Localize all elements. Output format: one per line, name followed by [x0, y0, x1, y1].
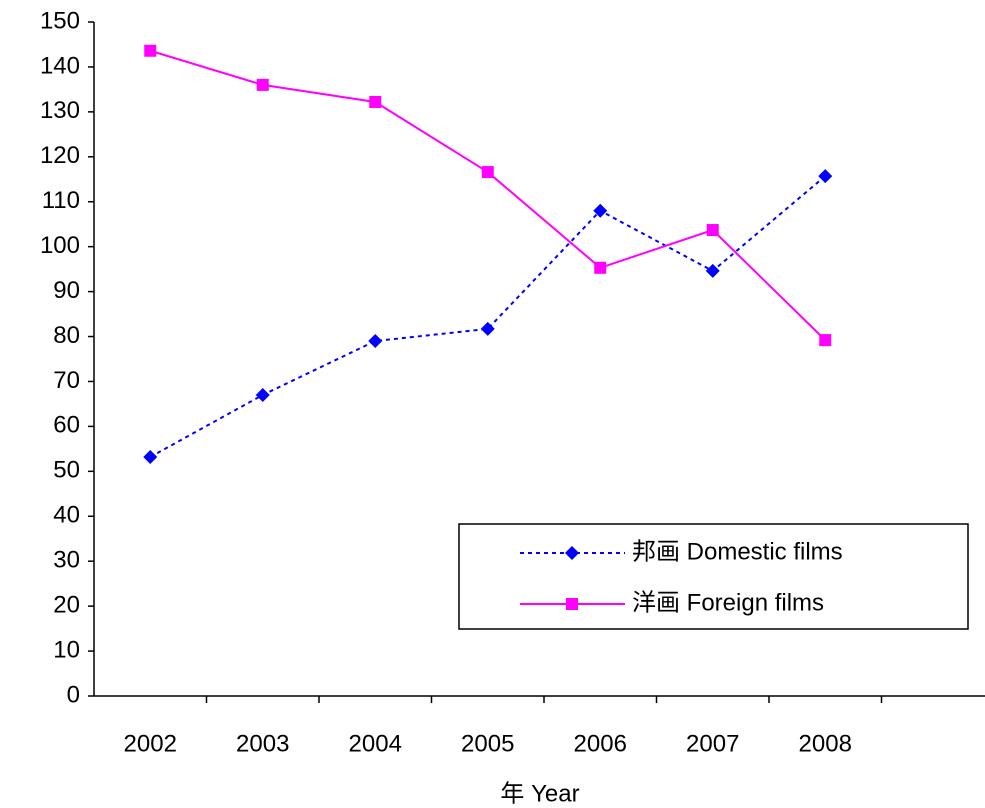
legend-marker [565, 546, 579, 560]
x-tick-label: 2007 [686, 730, 739, 757]
x-tick-label: 2005 [461, 730, 514, 757]
x-tick-label: 2006 [574, 730, 627, 757]
x-axis-title: 年 Year [500, 780, 579, 807]
legend-label: 邦画 Domestic films [632, 538, 843, 565]
marker [143, 449, 158, 464]
marker [144, 44, 157, 57]
y-tick-label: 40 [53, 502, 80, 529]
marker [256, 78, 269, 91]
series-line [149, 49, 826, 341]
series-line [149, 175, 826, 458]
marker [819, 334, 832, 347]
marker [369, 95, 382, 108]
x-tick-label: 2002 [124, 730, 177, 757]
marker [480, 321, 495, 336]
marker [705, 263, 720, 278]
x-tick-label: 2004 [349, 730, 402, 757]
marker [593, 203, 608, 218]
y-tick-label: 70 [53, 367, 80, 394]
y-tick-label: 120 [40, 142, 80, 169]
y-tick-label: 150 [40, 7, 80, 34]
y-tick-label: 80 [53, 322, 80, 349]
marker [368, 334, 383, 349]
marker [594, 261, 607, 274]
y-tick-label: 30 [53, 547, 80, 574]
y-tick-label: 100 [40, 232, 80, 259]
y-tick-label: 130 [40, 97, 80, 124]
y-tick-label: 140 [40, 52, 80, 79]
marker [706, 224, 719, 237]
y-tick-label: 90 [53, 277, 80, 304]
legend: 邦画 Domestic films 洋画 Foreign films [458, 523, 969, 630]
legend-marker [566, 598, 578, 610]
marker [255, 387, 270, 402]
y-tick-label: 60 [53, 412, 80, 439]
legend-box [458, 523, 969, 630]
series [143, 169, 833, 464]
marker [481, 166, 494, 179]
x-tick-label: 2003 [236, 730, 289, 757]
y-tick-label: 10 [53, 636, 80, 663]
legend-label: 洋画 Foreign films [632, 589, 824, 616]
y-tick-label: 50 [53, 457, 80, 484]
series [144, 44, 832, 347]
y-tick-label: 20 [53, 591, 80, 618]
x-tick-label: 2008 [799, 730, 852, 757]
marker [818, 169, 833, 184]
y-tick-label: 110 [42, 187, 80, 214]
y-tick-label: 0 [67, 681, 80, 708]
